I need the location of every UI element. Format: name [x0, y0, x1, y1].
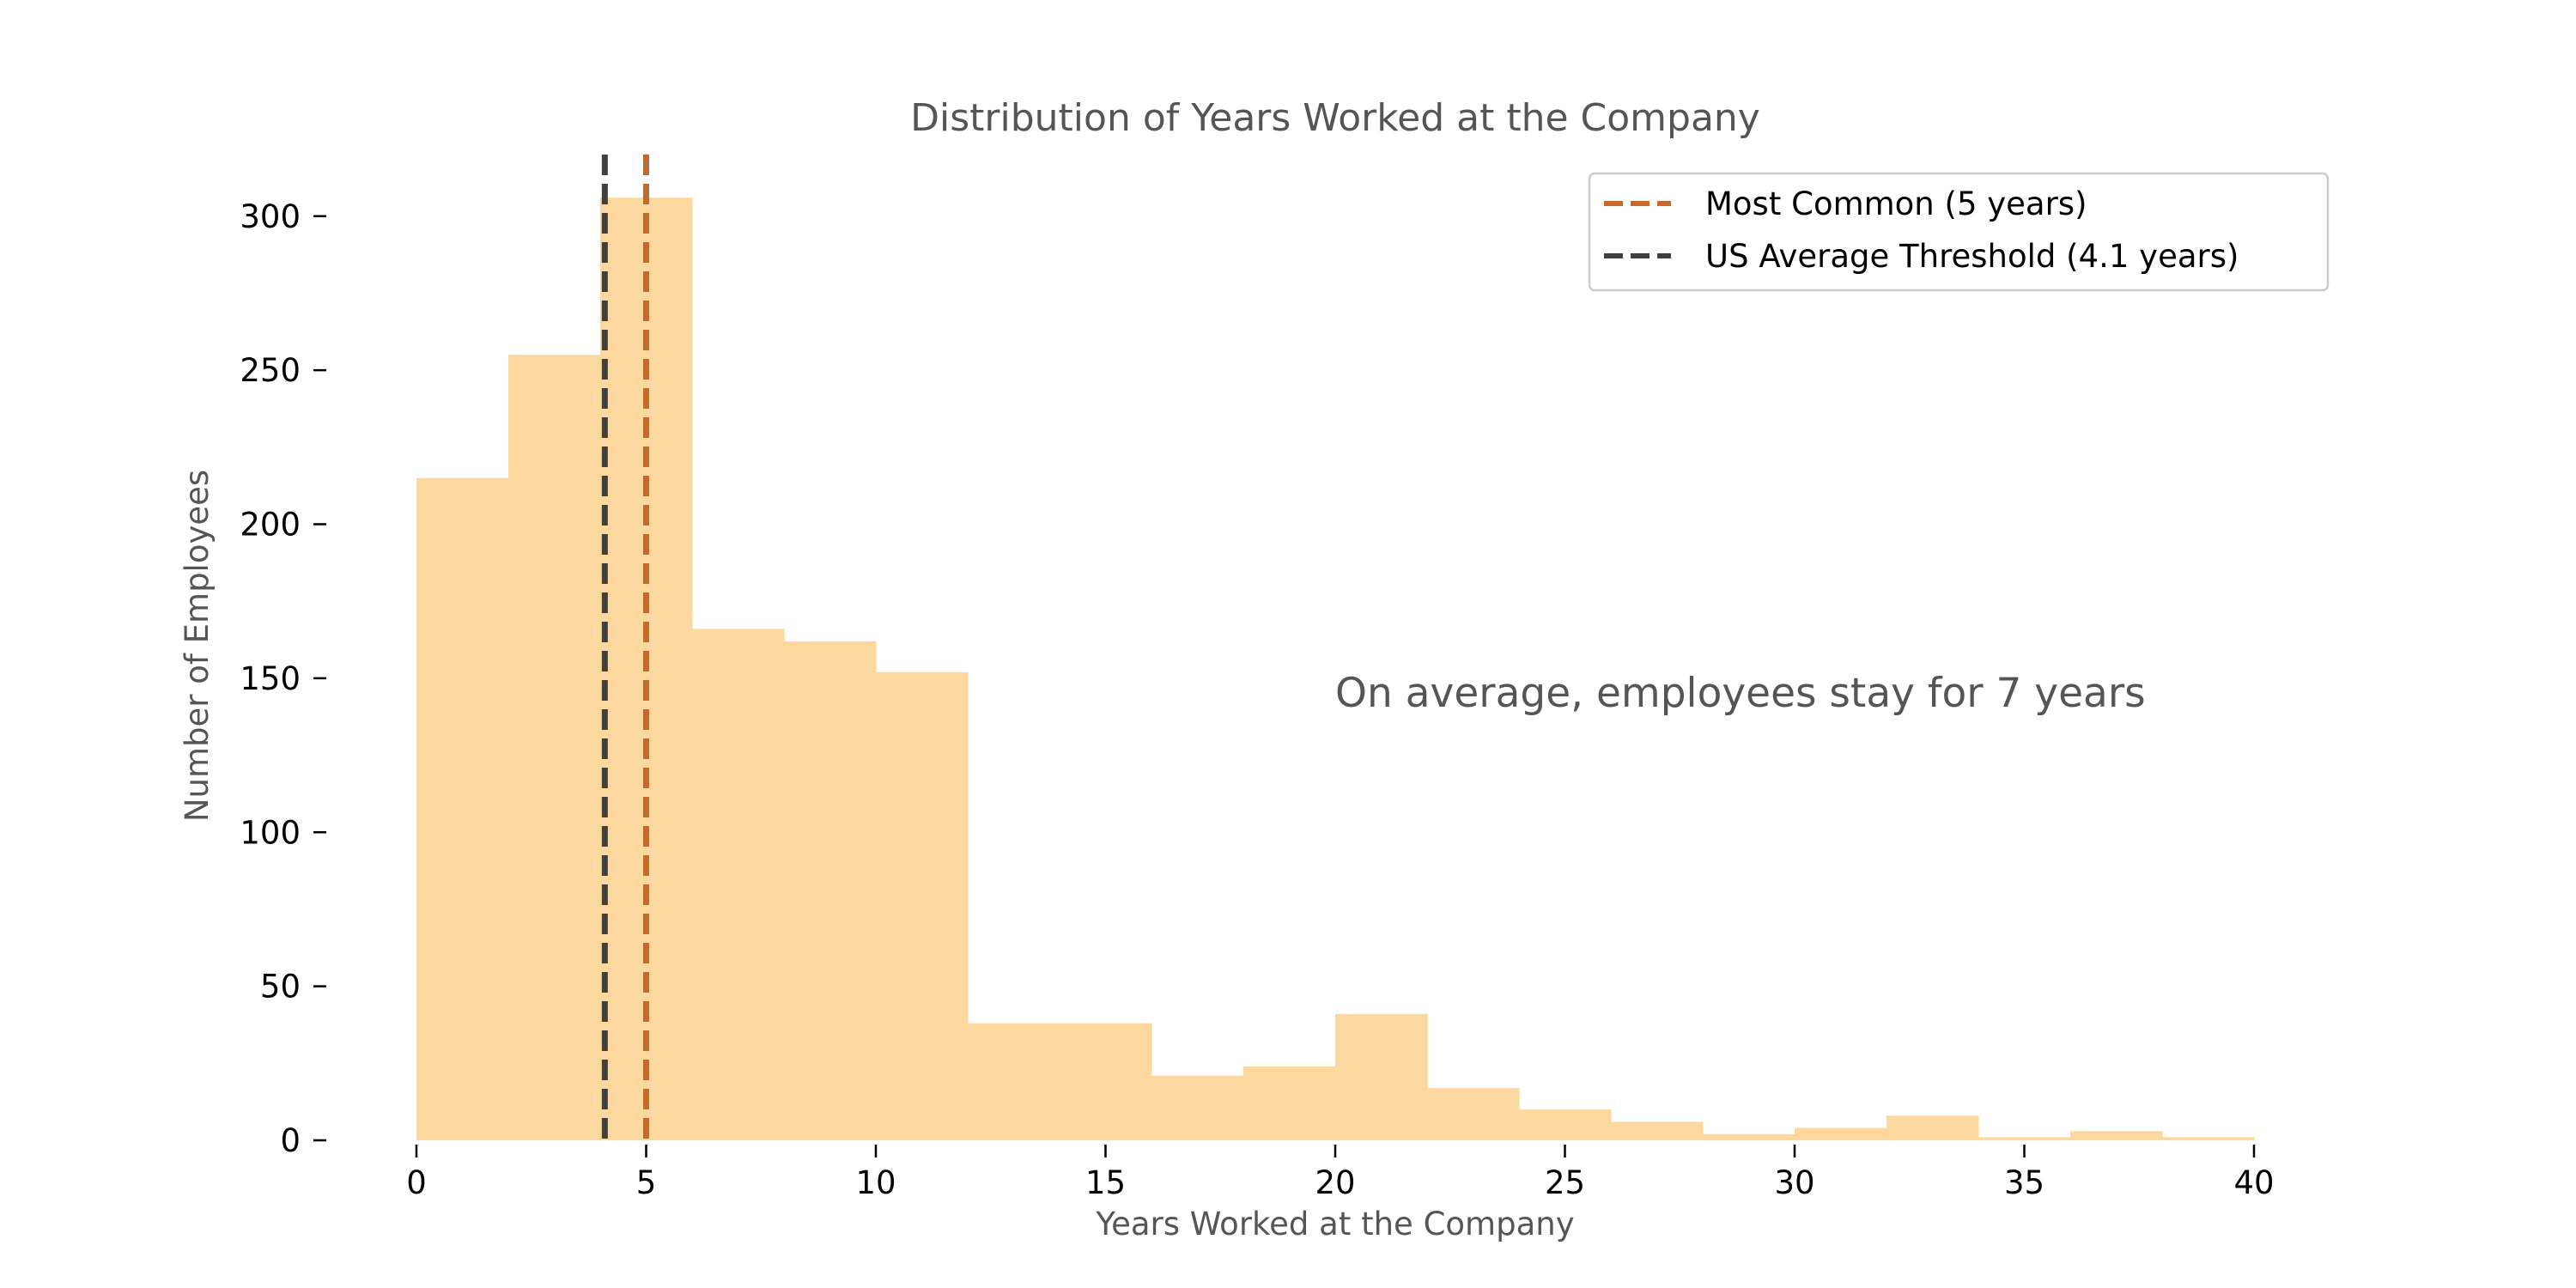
chart-title: Distribution of Years Worked at the Comp…: [910, 96, 1760, 140]
histogram-bar: [968, 1023, 1060, 1140]
x-tick-label: 20: [1315, 1164, 1355, 1201]
y-tick-label: 50: [260, 969, 301, 1005]
legend: Most Common (5 years) US Average Thresho…: [1588, 172, 2330, 292]
reference-lines-layer: [601, 155, 649, 1140]
y-tick-label: 300: [240, 198, 301, 235]
x-tick-label: 15: [1085, 1164, 1126, 1201]
histogram-bar: [692, 629, 785, 1140]
histogram-bar: [1427, 1088, 1520, 1140]
histogram-bar: [1243, 1066, 1336, 1140]
x-tick-label: 30: [1774, 1164, 1814, 1201]
legend-label-us-average: US Average Threshold (4.1 years): [1705, 238, 2239, 275]
x-tick-label: 25: [1545, 1164, 1585, 1201]
histogram-bar: [1611, 1121, 1704, 1140]
y-tick-label: 100: [240, 814, 301, 851]
average-annotation: On average, employees stay for 7 years: [1335, 670, 2146, 717]
legend-box: [1588, 172, 2330, 292]
y-tick-label: 250: [240, 352, 301, 389]
y-tick-label: 0: [280, 1122, 301, 1159]
histogram-bar: [1060, 1023, 1152, 1140]
x-tick-label: 35: [2004, 1164, 2044, 1201]
histogram-bar: [2162, 1137, 2255, 1140]
histogram-bar: [1978, 1137, 2071, 1140]
histogram-bar: [2070, 1131, 2163, 1140]
histogram-bar: [1886, 1115, 1979, 1140]
histogram-bar: [784, 641, 877, 1140]
x-tick-label: 0: [406, 1164, 427, 1201]
histogram-bar: [1795, 1127, 1887, 1140]
y-axis-label: Number of Employees: [179, 470, 216, 822]
y-tick-label: 150: [240, 660, 301, 697]
histogram-bar: [1703, 1133, 1795, 1140]
histogram-bar: [1151, 1075, 1244, 1140]
histogram-bar: [1519, 1109, 1612, 1140]
bars-layer: [416, 197, 2255, 1141]
histogram-bar: [876, 671, 969, 1140]
x-tick-label: 5: [636, 1164, 657, 1201]
y-axis: 0 50 100 150 200 250 300: [240, 198, 326, 1159]
histogram-bar: [508, 355, 601, 1140]
legend-label-most-common: Most Common (5 years): [1705, 185, 2087, 222]
histogram-bar: [1335, 1013, 1428, 1140]
histogram-bar: [416, 477, 509, 1140]
x-axis-label: Years Worked at the Company: [1095, 1206, 1574, 1242]
x-axis: 0 5 10 15 20 25 30 35 40: [406, 1145, 2275, 1201]
x-tick-label: 10: [855, 1164, 896, 1201]
y-tick-label: 200: [240, 507, 301, 544]
x-tick-label: 40: [2233, 1164, 2274, 1201]
